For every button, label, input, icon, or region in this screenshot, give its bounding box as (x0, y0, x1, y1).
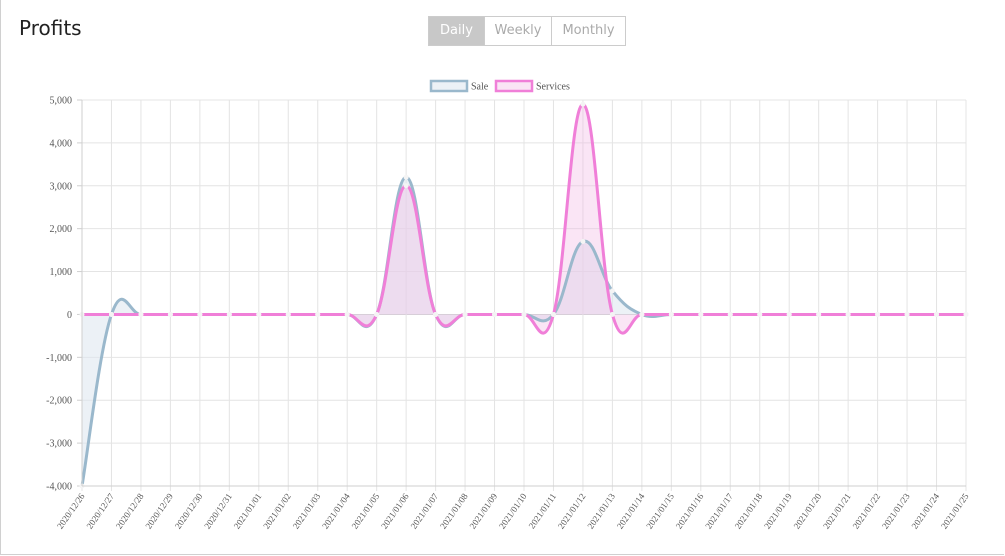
data-point (167, 311, 173, 317)
data-point (197, 311, 203, 317)
legend-label-sale: Sale (471, 82, 489, 93)
y-tick-label: 3,000 (50, 181, 73, 192)
y-tick-label: 0 (67, 310, 72, 321)
x-tick-label: 2021/01/12 (556, 491, 588, 530)
legend-swatch-services (494, 79, 534, 93)
data-point (285, 311, 291, 317)
x-tick-label: 2020/12/26 (55, 491, 87, 531)
legend: Sale Services (429, 79, 570, 93)
data-point (550, 311, 556, 317)
x-tick-label: 2021/01/14 (615, 491, 647, 531)
x-tick-label: 2021/01/16 (674, 491, 706, 531)
tab-daily[interactable]: Daily (429, 17, 484, 45)
data-point (256, 311, 262, 317)
data-point (668, 311, 674, 317)
x-tick-label: 2020/12/29 (143, 491, 175, 531)
series-line-services (82, 102, 966, 335)
data-point (403, 183, 409, 189)
data-points (79, 101, 969, 489)
x-tick-label: 2021/01/07 (409, 491, 441, 531)
data-point (727, 311, 733, 317)
data-point (580, 101, 586, 107)
y-tick-label: 2,000 (50, 224, 73, 235)
data-point (786, 311, 792, 317)
x-tick-label: 2021/01/05 (350, 491, 382, 531)
x-tick-label: 2021/01/08 (438, 491, 470, 531)
data-point (108, 311, 114, 317)
data-point (963, 311, 969, 317)
tab-weekly[interactable]: Weekly (484, 17, 551, 45)
x-tick-label: 2020/12/27 (84, 491, 116, 531)
x-tick-label: 2021/01/10 (497, 491, 529, 531)
data-point (816, 311, 822, 317)
x-tick-label: 2021/01/25 (939, 491, 971, 531)
x-tick-label: 2021/01/01 (232, 491, 264, 530)
data-point (609, 311, 615, 317)
x-tick-label: 2021/01/06 (379, 491, 411, 531)
legend-label-services: Services (536, 82, 570, 93)
x-tick-label: 2021/01/17 (703, 491, 735, 531)
x-tick-label: 2020/12/31 (202, 491, 234, 530)
x-tick-label: 2021/01/09 (467, 491, 499, 531)
data-point (904, 311, 910, 317)
x-tick-label: 2021/01/15 (644, 491, 676, 531)
y-tick-label: 1,000 (50, 267, 73, 278)
y-tick-label: -3,000 (46, 439, 72, 450)
period-toggle: Daily Weekly Monthly (428, 16, 626, 46)
data-point (315, 311, 321, 317)
data-point (875, 311, 881, 317)
x-tick-label: 2021/01/13 (585, 491, 617, 531)
y-tick-label: -4,000 (46, 482, 72, 493)
data-point (934, 311, 940, 317)
x-tick-label: 2021/01/11 (527, 491, 559, 530)
x-tick-label: 2021/01/02 (261, 491, 293, 530)
data-point (492, 311, 498, 317)
page-title: Profits (19, 16, 82, 40)
data-point (845, 311, 851, 317)
y-tick-label: 4,000 (50, 138, 73, 149)
x-tick-label: 2021/01/04 (320, 491, 352, 531)
data-point (374, 311, 380, 317)
x-tick-label: 2021/01/21 (821, 491, 853, 530)
x-tick-label: 2021/01/22 (851, 491, 883, 530)
y-tick-label: -2,000 (46, 396, 72, 407)
x-tick-label: 2021/01/23 (880, 491, 912, 531)
data-point (138, 311, 144, 317)
x-tick-label: 2021/01/24 (909, 491, 941, 531)
x-tick-label: 2021/01/20 (792, 491, 824, 531)
x-tick-label: 2021/01/18 (733, 491, 765, 531)
x-tick-label: 2021/01/19 (762, 491, 794, 531)
legend-swatch-sale (429, 79, 469, 93)
data-point (757, 311, 763, 317)
data-point (433, 311, 439, 317)
data-point (521, 311, 527, 317)
y-tick-label: 5,000 (50, 96, 73, 107)
data-point (698, 311, 704, 317)
data-point (226, 311, 232, 317)
grid (77, 99, 967, 491)
x-tick-label: 2021/01/03 (291, 491, 323, 531)
x-tick-label: 2020/12/28 (114, 491, 146, 531)
data-point (639, 311, 645, 317)
data-point (462, 311, 468, 317)
data-point (580, 239, 586, 245)
x-tick-label: 2020/12/30 (173, 491, 205, 531)
data-point (403, 174, 409, 180)
tab-monthly[interactable]: Monthly (551, 17, 625, 45)
y-tick-label: -1,000 (46, 353, 72, 364)
data-point (344, 311, 350, 317)
data-point (609, 288, 615, 294)
